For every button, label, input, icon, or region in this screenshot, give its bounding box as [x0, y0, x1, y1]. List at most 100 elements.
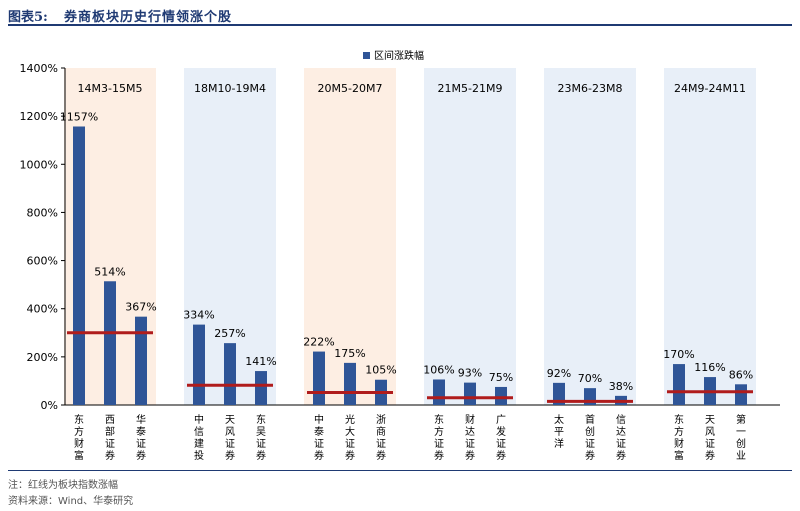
figure-title: 券商板块历史行情领涨个股	[64, 10, 233, 25]
group-period-label: 18M10-19M4	[194, 82, 266, 95]
bar-value-label: 106%	[423, 363, 454, 376]
figure-header: 图表5: 券商板块历史行情领涨个股	[8, 4, 792, 28]
y-tick-label: 1400%	[20, 62, 58, 75]
bar-value-label: 257%	[214, 327, 245, 340]
bar-value-label: 105%	[365, 364, 396, 377]
y-tick-label: 1000%	[20, 158, 58, 171]
category-label-char: 券	[225, 449, 235, 462]
category-label-char: 广	[496, 414, 506, 426]
category-label-char: 方	[434, 425, 444, 438]
category-label-char: 券	[496, 449, 506, 462]
bar	[224, 343, 236, 405]
y-tick-label: 0%	[41, 399, 58, 412]
figure-label: 图表5:	[8, 10, 48, 25]
category-label-char: 证	[105, 438, 115, 450]
bar-value-label: 334%	[183, 309, 214, 322]
category-label-char: 券	[136, 449, 146, 462]
bar-value-label: 92%	[547, 367, 571, 380]
bar	[255, 371, 267, 405]
category-label-char: 东	[256, 413, 266, 426]
legend-label: 区间涨跌幅	[374, 49, 424, 62]
bar	[553, 382, 565, 405]
category-label-char: 券	[314, 449, 324, 462]
category-label-char: 证	[376, 438, 386, 450]
bar-value-label: 175%	[334, 347, 365, 360]
category-label-char: 东	[74, 413, 84, 426]
category-label-char: 泰	[314, 425, 324, 438]
category-label-char: 洋	[554, 437, 564, 450]
category-label-char: 投	[194, 449, 204, 462]
category-label-char: 券	[705, 449, 715, 462]
category-label-char: 券	[434, 449, 444, 462]
bar-value-label: 38%	[609, 380, 633, 393]
category-label-char: 证	[225, 438, 235, 450]
bar	[313, 351, 325, 405]
bar-value-label: 170%	[663, 348, 694, 361]
category-label-char: 证	[314, 438, 324, 450]
category-label-char: 证	[136, 438, 146, 450]
bar	[495, 386, 507, 405]
category-label-char: 信	[616, 414, 626, 426]
category-label-char: 建	[194, 437, 204, 450]
group-band	[664, 68, 756, 405]
category-label-char: 证	[616, 438, 626, 450]
category-label-char: 证	[585, 438, 595, 450]
bar	[464, 382, 476, 405]
category-label-char: 太	[554, 413, 564, 426]
group-period-label: 23M6-23M8	[558, 82, 623, 95]
bar-value-label: 93%	[458, 367, 482, 380]
chart-note: 注：红线为板块指数涨幅	[8, 480, 118, 491]
category-label-char: 信	[194, 426, 204, 438]
legend-swatch	[363, 52, 370, 59]
bar	[135, 316, 147, 405]
category-label-char: 天	[705, 415, 715, 426]
bar	[73, 126, 85, 406]
category-label-char: 西	[105, 415, 115, 426]
category-label-char: 风	[225, 426, 235, 438]
category-label-char: 财	[674, 437, 684, 450]
category-label-char: 证	[434, 438, 444, 450]
category-label-char: 东	[674, 413, 684, 426]
category-label-char: 证	[496, 438, 506, 450]
y-tick-label: 1200%	[20, 110, 58, 123]
category-label-char: 泰	[136, 425, 146, 438]
y-tick-label: 600%	[27, 255, 58, 268]
category-label-char: 券	[616, 449, 626, 462]
category-label-char: 证	[256, 438, 266, 450]
bar	[104, 281, 116, 405]
group-period-label: 14M3-15M5	[78, 82, 143, 95]
category-label-char: 吴	[256, 426, 266, 438]
group-period-label: 20M5-20M7	[318, 82, 383, 95]
chart-source: 资料来源：Wind、华泰研究	[8, 496, 134, 507]
category-label-char: 光	[345, 413, 355, 426]
category-label-char: 券	[585, 449, 595, 462]
category-label-char: 第	[736, 413, 746, 426]
category-label-char: 达	[616, 426, 626, 438]
bar-value-label: 514%	[94, 265, 125, 278]
group-period-label: 21M5-21M9	[438, 82, 503, 95]
header-rule	[8, 24, 792, 26]
bar-value-label: 70%	[578, 372, 602, 385]
category-label-char: 创	[585, 425, 595, 438]
y-tick-label: 800%	[27, 206, 58, 219]
category-label-char: 创	[736, 437, 746, 450]
group-band	[544, 68, 636, 405]
bar	[673, 364, 685, 405]
category-label-char: 浙	[376, 414, 386, 426]
category-label-char: 平	[554, 427, 564, 438]
category-label-char: 发	[496, 425, 506, 438]
category-label-char: 方	[74, 425, 84, 438]
bar	[344, 362, 356, 405]
category-label-char: 方	[674, 425, 684, 438]
category-label-char: 部	[105, 425, 115, 438]
category-label-char: 大	[345, 425, 355, 438]
bar-value-label: 1157%	[60, 110, 98, 123]
bar	[735, 384, 747, 405]
category-label-char: 中	[314, 413, 324, 426]
category-label-char: 商	[376, 425, 386, 438]
category-label-char: 中	[194, 413, 204, 426]
bar-value-label: 86%	[729, 368, 753, 381]
bar	[433, 379, 445, 405]
category-label-char: 券	[256, 449, 266, 462]
category-label-char: 达	[465, 426, 475, 438]
